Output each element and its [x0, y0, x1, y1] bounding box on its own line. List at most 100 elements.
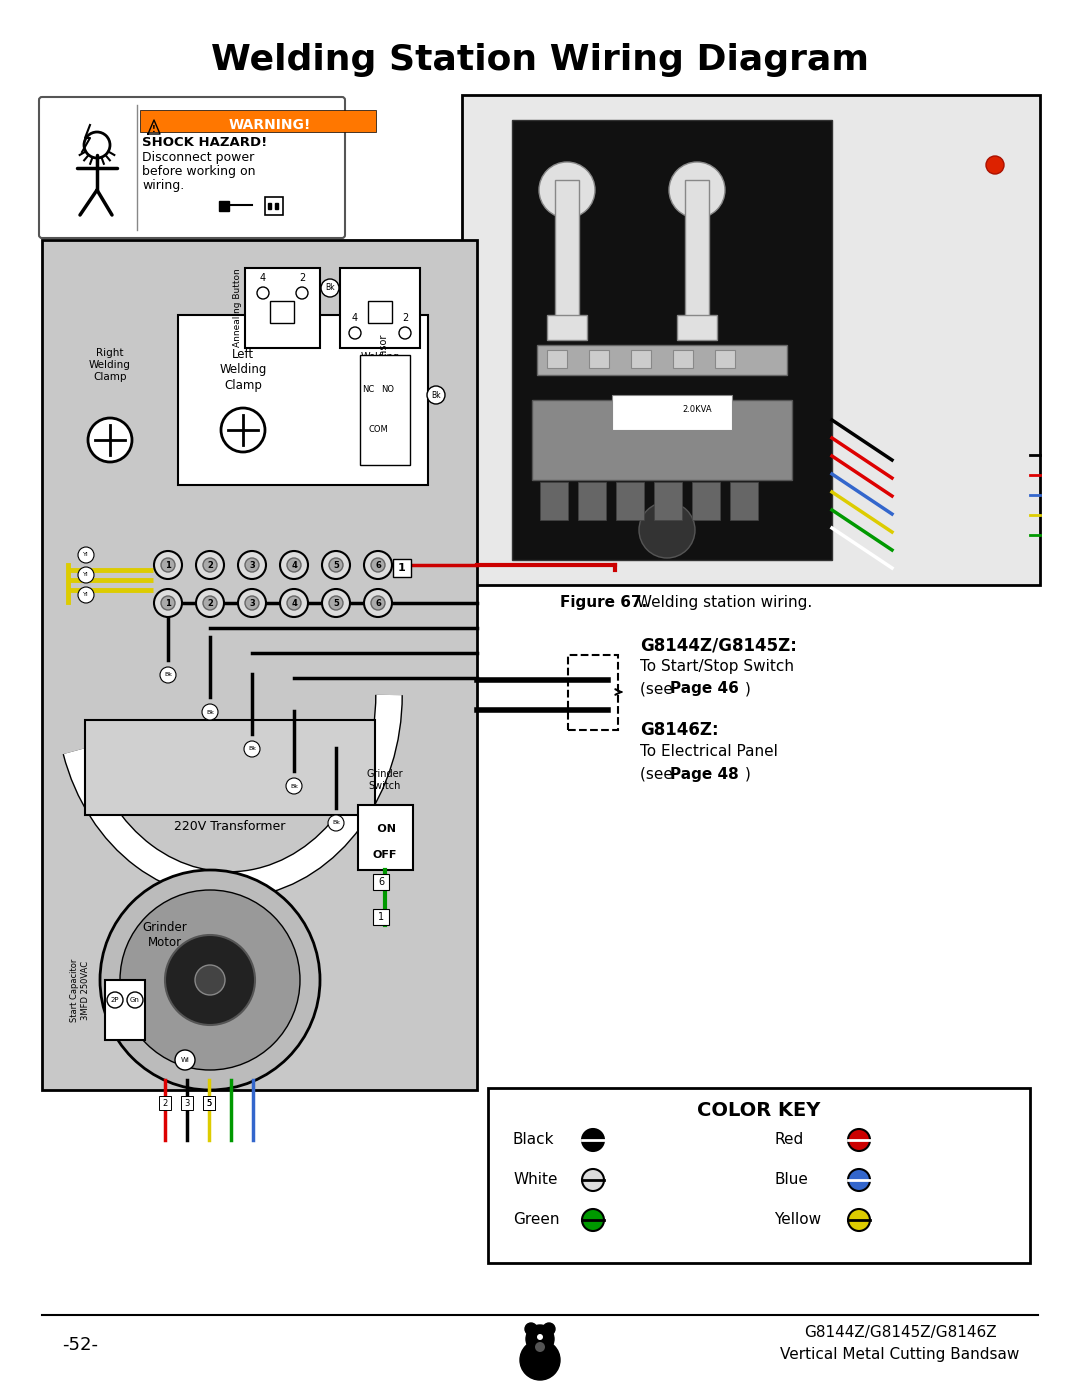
- Bar: [677, 314, 717, 339]
- Circle shape: [582, 1208, 604, 1231]
- Bar: [631, 351, 651, 367]
- Circle shape: [120, 890, 300, 1070]
- Circle shape: [372, 557, 384, 571]
- Circle shape: [203, 557, 217, 571]
- Text: NO: NO: [381, 386, 394, 394]
- Bar: [692, 482, 720, 520]
- Text: Black: Black: [513, 1133, 554, 1147]
- Text: Bk: Bk: [164, 672, 172, 678]
- Text: 2: 2: [207, 598, 213, 608]
- Text: Welding Station Wiring Diagram: Welding Station Wiring Diagram: [211, 43, 869, 77]
- Bar: [393, 559, 411, 577]
- Text: 2P: 2P: [111, 997, 119, 1003]
- Circle shape: [160, 666, 176, 683]
- Circle shape: [154, 590, 183, 617]
- Circle shape: [399, 327, 411, 339]
- Text: Vertical Metal Cutting Bandsaw: Vertical Metal Cutting Bandsaw: [781, 1348, 1020, 1362]
- Circle shape: [669, 162, 725, 218]
- Bar: [512, 120, 832, 560]
- Bar: [368, 300, 392, 323]
- Text: Gn: Gn: [130, 997, 140, 1003]
- Circle shape: [329, 557, 343, 571]
- Bar: [654, 482, 681, 520]
- Text: Start Capacitor
3MFD 250VAC: Start Capacitor 3MFD 250VAC: [70, 958, 90, 1021]
- Circle shape: [372, 597, 384, 610]
- Text: 3: 3: [185, 1098, 190, 1108]
- Text: Figure 67.: Figure 67.: [561, 595, 647, 610]
- Circle shape: [245, 557, 259, 571]
- Circle shape: [280, 550, 308, 578]
- Circle shape: [100, 870, 320, 1090]
- Text: Yl: Yl: [83, 573, 89, 577]
- Text: Yl: Yl: [83, 592, 89, 598]
- Circle shape: [195, 550, 224, 578]
- Text: !: !: [152, 126, 156, 134]
- Circle shape: [165, 935, 255, 1025]
- Bar: [537, 345, 787, 374]
- Text: 5: 5: [206, 1098, 212, 1108]
- Text: Bk: Bk: [248, 746, 256, 752]
- Circle shape: [280, 590, 308, 617]
- Bar: [42, 240, 477, 1090]
- Bar: [178, 314, 428, 485]
- Circle shape: [127, 992, 143, 1009]
- Circle shape: [175, 1051, 195, 1070]
- Circle shape: [639, 502, 696, 557]
- Circle shape: [322, 550, 350, 578]
- Bar: [589, 351, 609, 367]
- Circle shape: [161, 557, 175, 571]
- Text: Bk: Bk: [332, 820, 340, 826]
- Text: OFF: OFF: [373, 849, 397, 861]
- Circle shape: [329, 597, 343, 610]
- Text: 2.0KVA: 2.0KVA: [683, 405, 712, 415]
- Text: Grinder
Switch: Grinder Switch: [367, 770, 403, 791]
- Bar: [373, 875, 389, 890]
- Circle shape: [238, 590, 266, 617]
- Text: Sensor: Sensor: [378, 334, 388, 366]
- Text: 5: 5: [333, 560, 339, 570]
- Text: G8144Z/G8145Z:: G8144Z/G8145Z:: [640, 636, 797, 654]
- Bar: [357, 805, 413, 870]
- Circle shape: [203, 597, 217, 610]
- Circle shape: [257, 286, 269, 299]
- Text: 2: 2: [299, 272, 306, 284]
- Text: Yellow: Yellow: [774, 1213, 821, 1228]
- Circle shape: [287, 557, 301, 571]
- Bar: [568, 655, 618, 731]
- Text: Bk: Bk: [206, 710, 214, 714]
- Text: (see: (see: [640, 682, 678, 697]
- Bar: [219, 201, 229, 211]
- Bar: [270, 300, 294, 323]
- Circle shape: [195, 965, 225, 995]
- Text: ): ): [745, 767, 751, 781]
- Text: 3: 3: [249, 598, 255, 608]
- Text: 4: 4: [292, 560, 297, 570]
- Text: -52-: -52-: [62, 1336, 98, 1354]
- Text: Right
Welding
Clamp: Right Welding Clamp: [89, 348, 131, 381]
- Bar: [715, 351, 735, 367]
- Text: Grinder
Motor: Grinder Motor: [143, 921, 187, 949]
- Circle shape: [195, 590, 224, 617]
- Circle shape: [78, 548, 94, 563]
- Text: 4: 4: [292, 598, 297, 608]
- Text: Disconnect power: Disconnect power: [141, 151, 254, 165]
- Bar: [203, 1097, 215, 1111]
- Text: 6: 6: [375, 598, 381, 608]
- Text: WARNING!: WARNING!: [229, 117, 311, 131]
- Circle shape: [202, 704, 218, 719]
- Text: 2: 2: [162, 1098, 167, 1108]
- Text: SHOCK HAZARD!: SHOCK HAZARD!: [141, 136, 267, 148]
- Bar: [546, 351, 567, 367]
- Bar: [159, 1097, 171, 1111]
- Bar: [373, 909, 389, 925]
- Circle shape: [87, 418, 132, 462]
- Bar: [275, 203, 278, 210]
- Circle shape: [582, 1129, 604, 1151]
- Text: 6: 6: [375, 560, 381, 570]
- Circle shape: [525, 1323, 537, 1336]
- Circle shape: [328, 814, 345, 831]
- Bar: [268, 203, 271, 210]
- Text: To Start/Stop Switch: To Start/Stop Switch: [640, 659, 794, 675]
- Text: (see: (see: [640, 767, 678, 781]
- Bar: [105, 981, 145, 1039]
